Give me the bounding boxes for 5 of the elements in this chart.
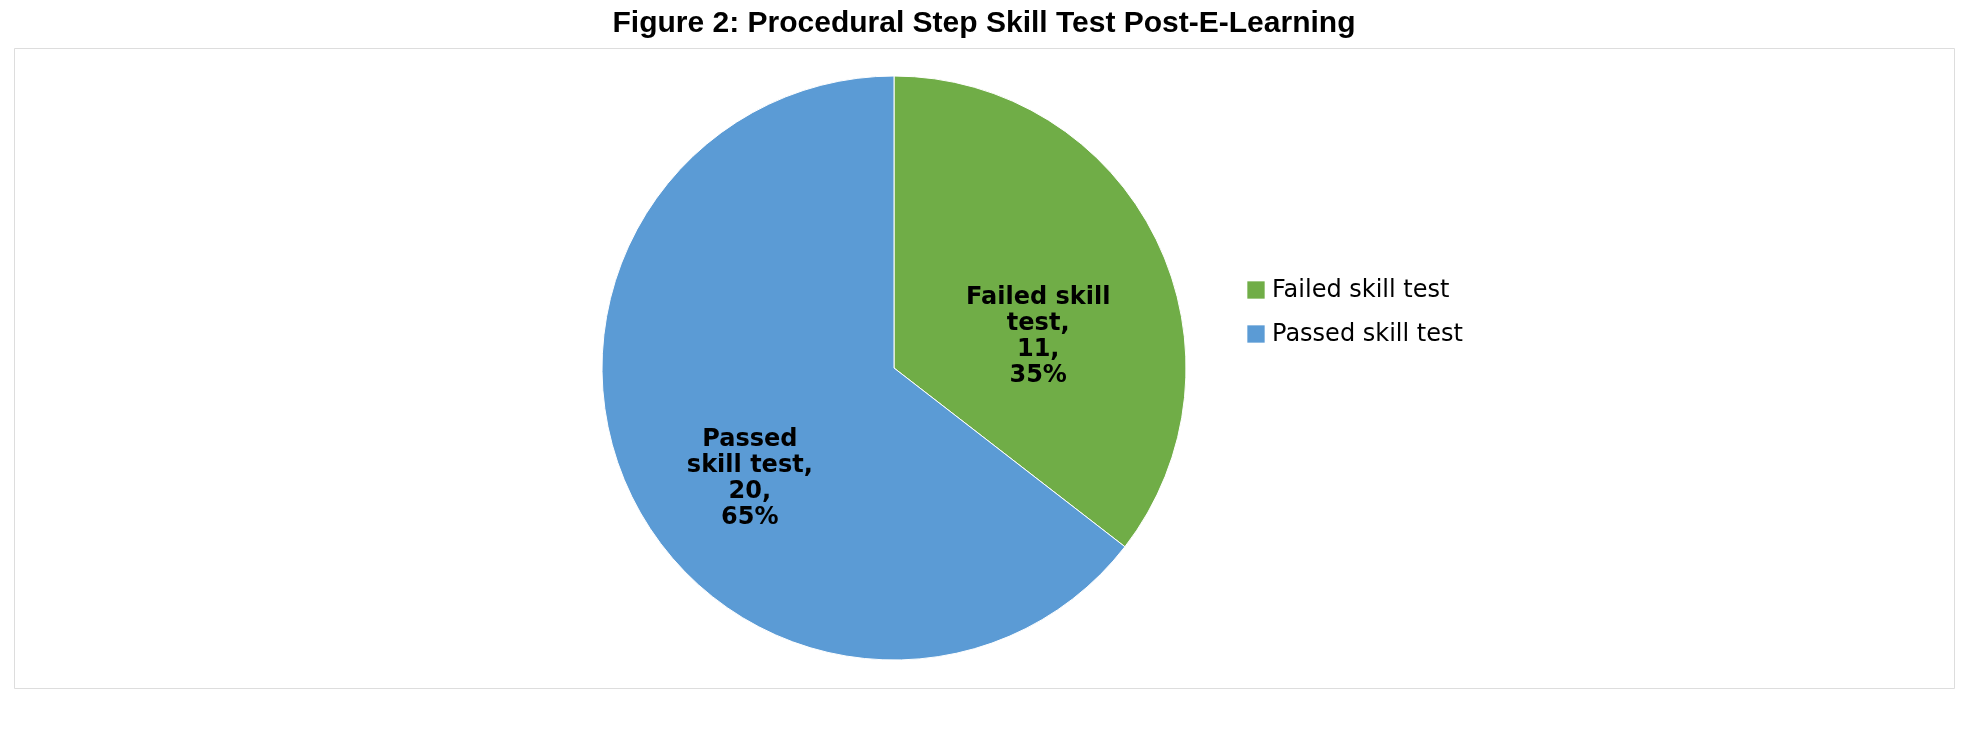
chart-title: Figure 2: Procedural Step Skill Test Post-E-Learning [612, 5, 1356, 38]
legend-label: Failed skill test [1272, 275, 1450, 303]
data-label: Failed skill test, 11, 35% [966, 282, 1111, 389]
data-label: Passed skill test, 20, 65% [686, 423, 813, 530]
legend-label: Passed skill test [1272, 319, 1463, 347]
